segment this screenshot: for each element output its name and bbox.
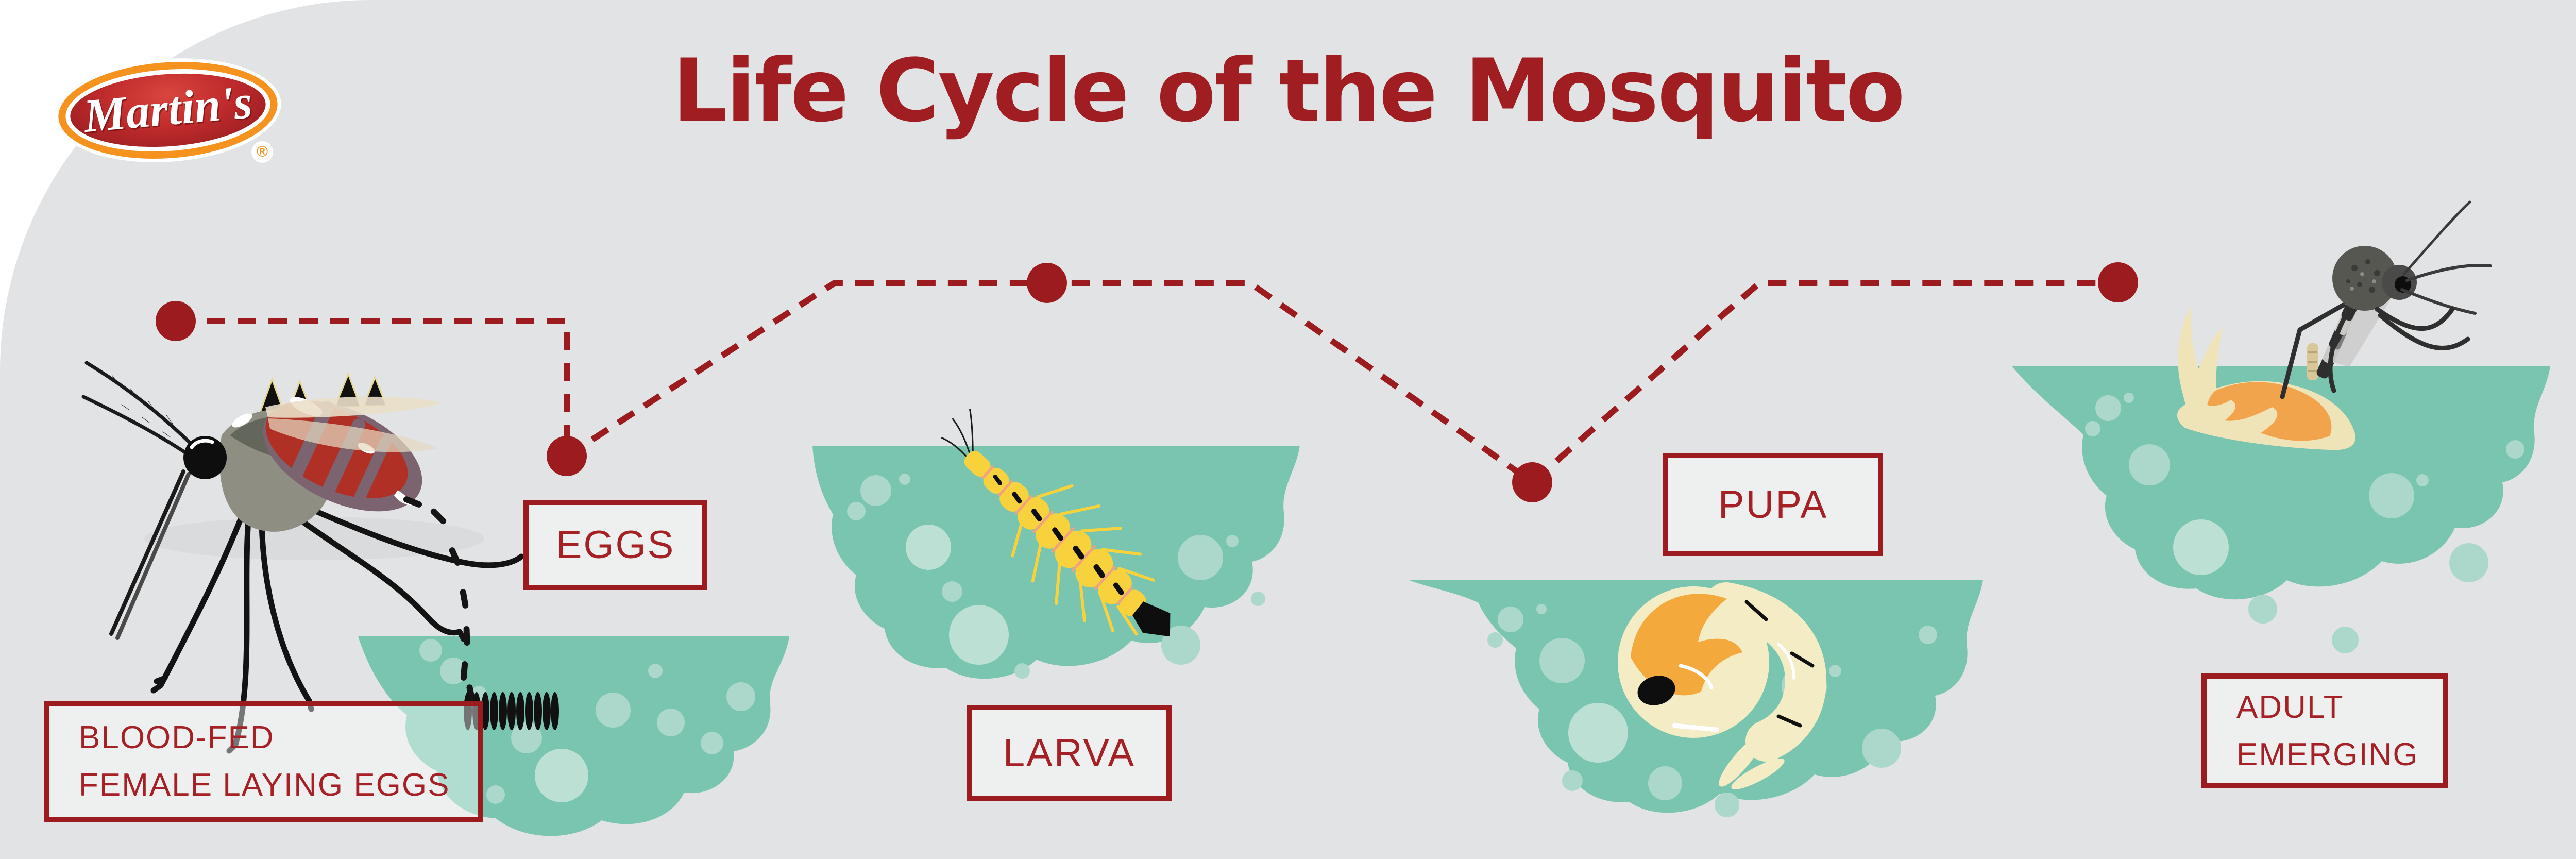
larva-bristles [1011, 484, 1155, 636]
label-box-blood-fed: BLOOD-FED FEMALE LAYING EGGS [44, 701, 483, 822]
label-larva: LARVA [1003, 731, 1136, 775]
label-blood-fed-line1: BLOOD-FED [79, 720, 275, 755]
label-adult-line2: EMERGING [2236, 736, 2419, 772]
page-title: Life Cycle of the Mosquito [672, 40, 1905, 141]
path-node-blood-fed [156, 301, 196, 341]
larva-siphon [1132, 601, 1171, 637]
pupa-orange-patch [1631, 594, 1742, 696]
bubbles [2085, 393, 2524, 653]
path-node-larva [1027, 263, 1067, 303]
blood-fed-mosquito-icon [81, 361, 524, 754]
path-node-adult [2098, 262, 2138, 302]
label-box-adult-emerging: ADULT EMERGING [2201, 673, 2448, 788]
adult-thorax [2332, 246, 2397, 311]
martins-brand-logo: Martin's ® [51, 50, 285, 170]
head-highlight [190, 439, 214, 449]
pupa-highlight [1777, 643, 1795, 680]
pupa-highlight [1679, 664, 1714, 689]
label-box-pupa: PUPA [1663, 453, 1883, 556]
pupa-icon [1618, 582, 1827, 789]
mosquito-wing-lower [268, 418, 437, 452]
larva-icon [941, 409, 1171, 637]
pupa-paddle [1719, 736, 1762, 787]
pupa-eye [1637, 676, 1675, 705]
label-pupa: PUPA [1718, 482, 1828, 527]
label-eggs: EGGS [555, 523, 675, 567]
pupa-segment-ticks [1744, 600, 1815, 728]
husk-band-lines [2308, 351, 2317, 372]
path-node-eggs [547, 436, 587, 476]
water-blob-adult [2012, 366, 2550, 653]
label-box-larva: LARVA [967, 705, 1172, 801]
pupa-highlight [1672, 723, 1719, 732]
adult-thorax-texture-light [2350, 272, 2376, 291]
path-node-pupa [1512, 462, 1552, 502]
pupal-husk-prongs [2178, 307, 2223, 412]
larva-segment-lines [981, 465, 1133, 605]
pupa-paddle [1731, 759, 1785, 789]
adult-mosquito [2280, 200, 2492, 399]
adult-antennae [2400, 200, 2492, 315]
registered-trademark-icon: ® [251, 141, 273, 163]
water-blob-larva [812, 446, 1300, 679]
adult-emerging-icon [2177, 200, 2492, 450]
adult-thorax-texture [2346, 259, 2380, 293]
larva-spine-marks [993, 474, 1124, 596]
label-blood-fed-line2: FEMALE LAYING EGGS [79, 767, 450, 803]
adult-legs [2280, 302, 2470, 399]
label-adult-line1: ADULT [2236, 689, 2344, 725]
thorax-highlight [232, 413, 252, 428]
label-box-eggs: EGGS [523, 500, 707, 590]
bubbles [847, 474, 1265, 679]
egg-trail [403, 496, 476, 703]
mosquito-proboscis [109, 469, 191, 640]
bubbles [419, 639, 755, 804]
mosquito-legs [150, 501, 524, 754]
mosquito-wing-upper [265, 396, 442, 418]
water-blob-eggs [358, 636, 789, 836]
pupal-husk-orange [2207, 382, 2332, 441]
